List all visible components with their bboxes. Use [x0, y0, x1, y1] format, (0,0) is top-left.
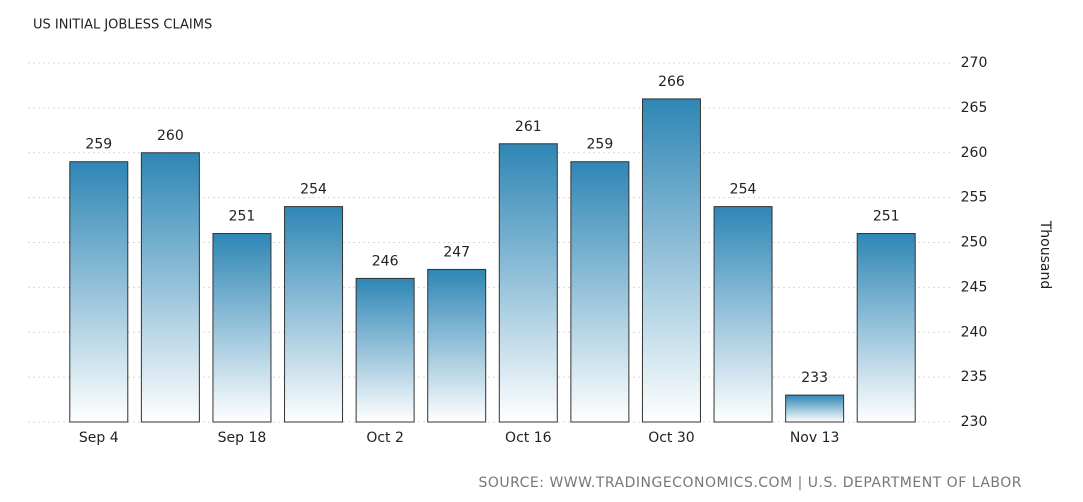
data-label: 259 — [85, 137, 112, 153]
y-tick-label: 235 — [961, 369, 988, 385]
y-tick-label: 230 — [961, 414, 988, 430]
source-note: SOURCE: WWW.TRADINGECONOMICS.COM | U.S. … — [478, 475, 1022, 491]
x-tick-label: Oct 16 — [505, 430, 552, 446]
y-tick-label: 265 — [961, 100, 988, 116]
bar — [69, 161, 129, 423]
data-label: 251 — [873, 209, 900, 225]
data-label: 260 — [157, 128, 184, 144]
chart-title: US INITIAL JOBLESS CLAIMS — [33, 18, 212, 33]
y-axis-label: Thousand — [1037, 220, 1053, 290]
bar — [355, 277, 415, 423]
data-label: 247 — [443, 244, 470, 260]
bar — [140, 152, 200, 423]
x-tick-label: Nov 13 — [790, 430, 840, 446]
y-tick-label: 240 — [961, 324, 988, 340]
bar — [212, 233, 272, 423]
x-tick-label: Oct 30 — [648, 430, 694, 446]
y-tick-label: 260 — [961, 145, 988, 161]
bar — [498, 143, 558, 423]
y-tick-label: 255 — [961, 190, 988, 206]
data-label: 233 — [801, 370, 828, 386]
bar — [284, 206, 344, 423]
data-label: 266 — [658, 74, 685, 90]
data-label: 246 — [372, 253, 399, 269]
data-label: 261 — [515, 119, 542, 135]
data-label: 254 — [300, 182, 327, 198]
data-label: 251 — [229, 209, 256, 225]
bar — [641, 98, 701, 423]
y-tick-label: 245 — [961, 279, 988, 295]
bar — [785, 394, 845, 423]
x-tick-label: Sep 18 — [218, 430, 267, 446]
y-tick-label: 250 — [961, 235, 988, 251]
bar — [856, 233, 916, 423]
bar — [713, 206, 773, 423]
bar — [427, 268, 487, 423]
bar — [570, 161, 630, 423]
data-label: 259 — [587, 137, 614, 153]
x-tick-label: Sep 4 — [79, 430, 119, 446]
y-tick-label: 270 — [961, 55, 988, 71]
x-tick-label: Oct 2 — [366, 430, 404, 446]
data-label: 254 — [730, 182, 757, 198]
